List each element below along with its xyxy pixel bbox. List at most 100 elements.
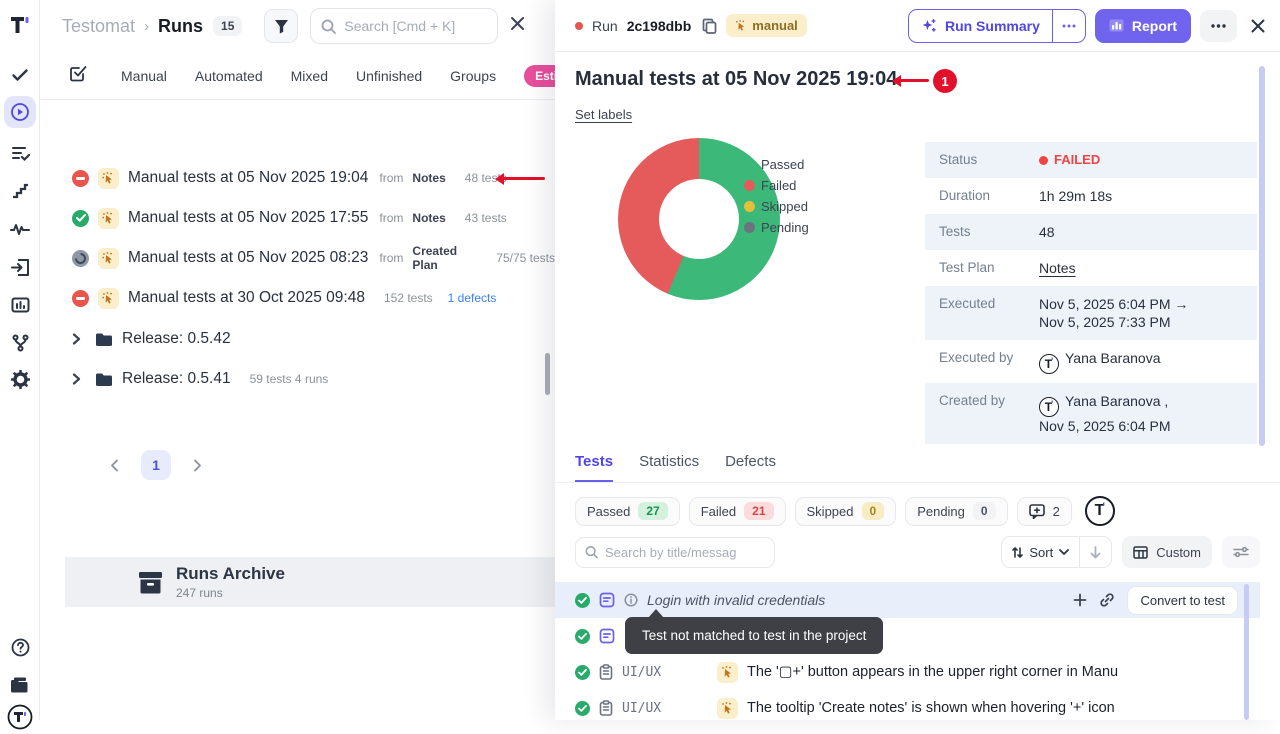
run-title: Manual tests at 05 Nov 2025 08:23 [128, 249, 369, 266]
custom-view-button[interactable]: Custom [1122, 536, 1212, 568]
info-row-executed-by: Executed by T ' Yana Baranova [925, 340, 1257, 383]
comment-plus-icon [1028, 503, 1045, 519]
add-icon[interactable] [1073, 593, 1087, 607]
info-label: Executed by [939, 350, 1014, 365]
created-date-value: Nov 5, 2025 6:04 PM [1039, 418, 1171, 434]
link-icon[interactable] [1099, 592, 1115, 608]
next-page-icon[interactable] [193, 459, 202, 472]
chip-failed[interactable]: Failed 21 [688, 496, 786, 526]
set-labels-link[interactable]: Set labels [575, 107, 633, 122]
test-row[interactable]: Login with invalid credentials Convert t… [555, 582, 1260, 618]
run-source: Notes [412, 171, 446, 185]
docs-icon[interactable] [0, 668, 40, 702]
more-options-button[interactable] [1200, 9, 1237, 42]
failed-status-icon [72, 169, 89, 187]
release-folder-row[interactable]: Release: 0.5.42 [40, 319, 555, 359]
run-summary-more-icon[interactable] [1051, 9, 1085, 42]
tab-automated[interactable]: Automated [194, 67, 263, 84]
tab-estimate-badge[interactable]: Estim [524, 64, 555, 87]
tab-statistics[interactable]: Statistics [639, 453, 700, 470]
chip-count: 27 [638, 502, 668, 520]
report-button[interactable]: Report [1094, 8, 1191, 43]
detail-tabs: Tests Statistics Defects [575, 453, 776, 482]
tests-list-scrollbar[interactable] [1244, 584, 1249, 720]
assignee-avatar[interactable]: T ' [1084, 496, 1115, 526]
runs-icon[interactable] [4, 96, 36, 128]
info-row-duration: Duration 1h 29m 18s [925, 178, 1257, 214]
runs-search-input[interactable] [344, 18, 485, 34]
help-icon[interactable] [0, 630, 40, 664]
sort-control: Sort [1001, 536, 1113, 568]
chip-pending[interactable]: Pending 0 [905, 496, 1008, 526]
test-row[interactable] [555, 618, 1260, 654]
run-row[interactable]: Manual tests at 05 Nov 2025 19:04 from N… [40, 158, 555, 198]
tab-defects[interactable]: Defects [725, 453, 776, 470]
sort-button[interactable]: Sort [1002, 537, 1079, 567]
runs-archive[interactable]: Runs Archive 247 runs [65, 557, 555, 607]
branches-icon[interactable] [0, 326, 40, 360]
tests-search-input[interactable] [605, 544, 765, 560]
sort-direction-button[interactable] [1079, 537, 1111, 567]
run-row[interactable]: Manual tests at 05 Nov 2025 08:23 from C… [40, 238, 555, 278]
prev-page-icon[interactable] [110, 459, 119, 472]
run-row[interactable]: Manual tests at 30 Oct 2025 09:48 152 te… [40, 278, 555, 318]
display-settings-button[interactable] [1222, 536, 1260, 568]
testomat-logo[interactable] [0, 8, 40, 42]
pulse-icon[interactable] [0, 212, 40, 246]
chevron-right-icon[interactable] [72, 373, 86, 385]
select-runs-icon[interactable] [70, 65, 87, 87]
manual-run-icon [98, 207, 119, 229]
tab-groups[interactable]: Groups [450, 67, 497, 84]
chip-passed[interactable]: Passed 27 [575, 496, 680, 526]
test-plan-link[interactable]: Notes [1039, 260, 1076, 276]
settings-gear-icon[interactable] [0, 362, 40, 396]
tests-search[interactable] [575, 536, 775, 568]
steps-icon[interactable] [0, 174, 40, 208]
test-row[interactable]: UI/UX The tooltip 'Create notes' is show… [555, 690, 1260, 720]
analytics-icon[interactable] [0, 288, 40, 322]
chip-skipped[interactable]: Skipped 0 [794, 496, 897, 526]
run-row[interactable]: Manual tests at 05 Nov 2025 17:55 from N… [40, 198, 555, 238]
close-panel-icon[interactable] [1250, 18, 1266, 34]
tab-tests[interactable]: Tests [575, 453, 614, 482]
page-number[interactable]: 1 [141, 450, 171, 480]
breadcrumb-app[interactable]: Testomat [62, 15, 136, 36]
filter-button[interactable] [264, 9, 299, 43]
detail-scrollbar[interactable] [1259, 66, 1265, 446]
run-defects-link[interactable]: 1 defects [447, 291, 497, 305]
test-tag: UI/UX [622, 664, 662, 680]
legend-label: Passed [761, 157, 805, 172]
in-progress-status-icon [72, 249, 89, 267]
checks-icon[interactable] [0, 58, 40, 92]
test-plans-icon[interactable] [0, 136, 40, 170]
profile-avatar[interactable] [0, 700, 40, 734]
convert-to-test-button[interactable]: Convert to test [1127, 585, 1238, 615]
tests-value: 48 [1039, 224, 1055, 240]
chip-label: Pending [917, 503, 965, 519]
tab-mixed[interactable]: Mixed [290, 67, 328, 84]
tab-manual[interactable]: Manual [121, 67, 167, 84]
runs-search[interactable] [310, 8, 499, 44]
manual-badge: manual [726, 14, 807, 37]
run-from-label: from [379, 211, 404, 225]
run-detail-title: Manual tests at 05 Nov 2025 19:04 [575, 68, 898, 90]
folder-title: Release: 0.5.41 [122, 370, 231, 387]
tab-unfinished[interactable]: Unfinished [356, 67, 423, 84]
release-folder-row[interactable]: Release: 0.5.41 59 tests 4 runs [40, 359, 555, 399]
search-close-icon[interactable] [510, 16, 525, 36]
annotation-badge-1: 1 [933, 69, 957, 93]
test-row[interactable]: UI/UX The '▢+' button appears in the upp… [555, 654, 1260, 690]
folder-icon [95, 372, 113, 387]
copy-icon[interactable] [702, 18, 717, 34]
run-summary-button[interactable]: Run Summary [907, 8, 1086, 43]
chevron-right-icon[interactable] [72, 333, 86, 345]
donut-chart: 43.8% 56.3% [618, 138, 824, 372]
info-label: Test Plan [939, 260, 995, 275]
import-icon[interactable] [0, 250, 40, 284]
left-panel-scrollbar[interactable] [545, 353, 550, 395]
legend-pending: Pending [744, 217, 809, 238]
failed-percent-label: 43.8% [696, 334, 731, 348]
chip-comments[interactable]: 2 [1016, 496, 1072, 526]
table-icon [1133, 545, 1148, 559]
passed-check-icon [575, 700, 590, 716]
